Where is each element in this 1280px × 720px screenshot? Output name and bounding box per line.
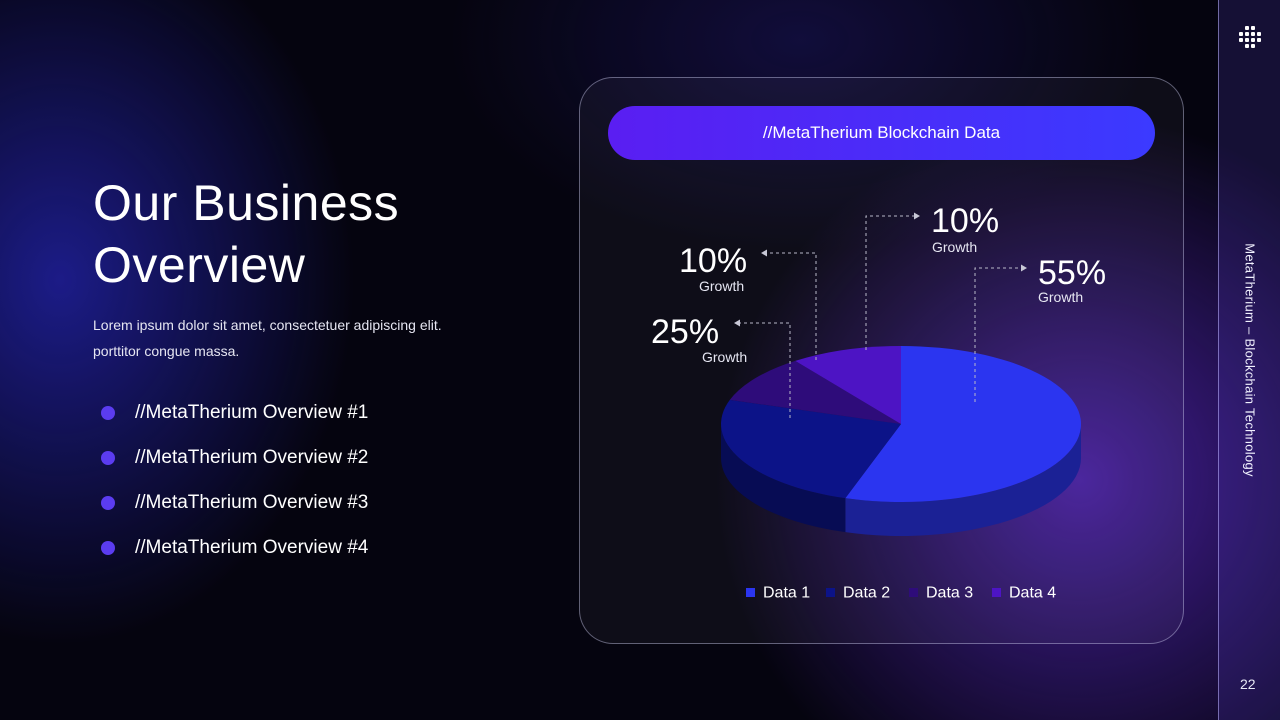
pie-side-walls xyxy=(721,424,1081,536)
bullet-dot-icon xyxy=(101,540,115,555)
overview-bullet-3: //MetaTherium Overview #3 xyxy=(101,480,368,525)
pie-chart: 55%Growth25%Growth10%Growth10%GrowthData… xyxy=(651,202,1106,602)
slide-title-line-2: Overview xyxy=(93,237,306,293)
annotation-4: 10%Growth xyxy=(865,202,999,350)
annotation-1: 55%Growth xyxy=(974,254,1106,402)
overview-bullet-4: //MetaTherium Overview #4 xyxy=(101,525,368,570)
legend-label: Data 1 xyxy=(763,585,810,602)
bullet-dot-icon xyxy=(101,450,115,465)
bullet-dot-icon xyxy=(101,495,115,510)
pie-side-2 xyxy=(721,424,846,533)
leader-line xyxy=(767,252,817,360)
chart-card-header: //MetaTherium Blockchain Data xyxy=(608,106,1155,160)
overview-bullet-1: //MetaTherium Overview #1 xyxy=(101,390,368,435)
description-line-2: porttitor congue massa. xyxy=(93,343,240,359)
leader-line xyxy=(974,267,1021,402)
arrow-head-icon xyxy=(914,212,920,220)
legend-swatch xyxy=(826,588,835,597)
pie-side-1 xyxy=(845,424,1081,536)
overview-bullet-2: //MetaTherium Overview #2 xyxy=(101,435,368,480)
pie-slice-3 xyxy=(729,360,901,424)
chart-card: //MetaTherium Blockchain Data 55% Growth 2… xyxy=(579,77,1184,644)
slide-title: Our Business Overview xyxy=(93,172,553,296)
annotation-label: Growth xyxy=(702,349,747,365)
legend-item-2: Data 2 xyxy=(826,585,890,602)
slide-title-line-1: Our Business xyxy=(93,175,400,231)
legend-item-3: Data 3 xyxy=(909,585,973,602)
annotation-2: 25%Growth xyxy=(651,313,791,418)
legend-label: Data 4 xyxy=(1009,585,1056,602)
slide-description: Lorem ipsum dolor sit amet, consectetuer… xyxy=(93,312,533,364)
pie-slice-2 xyxy=(721,399,901,499)
annotation-value: 25% xyxy=(651,313,719,351)
side-vertical-title: MetaTherium – Blockchain Technology xyxy=(1242,243,1258,477)
annotation-3: 10%Growth xyxy=(679,242,817,360)
legend-item-4: Data 4 xyxy=(992,585,1056,602)
arrow-head-icon xyxy=(761,249,767,257)
overview-bullet-list: //MetaTherium Overview #1 //MetaTherium … xyxy=(101,390,368,570)
annotation-label: Growth xyxy=(932,239,977,255)
legend-label: Data 3 xyxy=(926,585,973,602)
legend-swatch xyxy=(746,588,755,597)
side-panel xyxy=(1218,0,1280,720)
legend-item-1: Data 1 xyxy=(746,585,810,602)
pie-top-faces xyxy=(721,346,1082,502)
legend-swatch xyxy=(992,588,1001,597)
bullet-text: //MetaTherium Overview #4 xyxy=(135,536,369,558)
arrow-head-icon xyxy=(1021,264,1027,272)
annotation-label: Growth xyxy=(1038,289,1083,305)
arrow-head-icon xyxy=(734,319,740,327)
page-number: 22 xyxy=(1240,676,1256,692)
bullet-dot-icon xyxy=(101,405,115,420)
annotation-label: Growth xyxy=(699,278,744,294)
pie-slice-4 xyxy=(795,346,901,424)
bullet-text: //MetaTherium Overview #3 xyxy=(135,491,369,513)
annotation-value: 10% xyxy=(679,242,747,280)
leader-line xyxy=(740,322,791,418)
annotation-value: 55% xyxy=(1038,254,1106,292)
chart-legend: Data 1 Data 2 Data 3 Data 4 xyxy=(746,585,1056,602)
description-line-1: Lorem ipsum dolor sit amet, consectetuer… xyxy=(93,317,442,333)
annotation-value: 10% xyxy=(931,202,999,240)
bullet-text: //MetaTherium Overview #2 xyxy=(135,446,369,468)
pie-slice-1 xyxy=(845,346,1082,502)
grid-logo-icon xyxy=(1239,26,1261,48)
legend-swatch xyxy=(909,588,918,597)
bullet-text: //MetaTherium Overview #1 xyxy=(135,401,369,423)
legend-label: Data 2 xyxy=(843,585,890,602)
leader-line xyxy=(865,215,914,350)
